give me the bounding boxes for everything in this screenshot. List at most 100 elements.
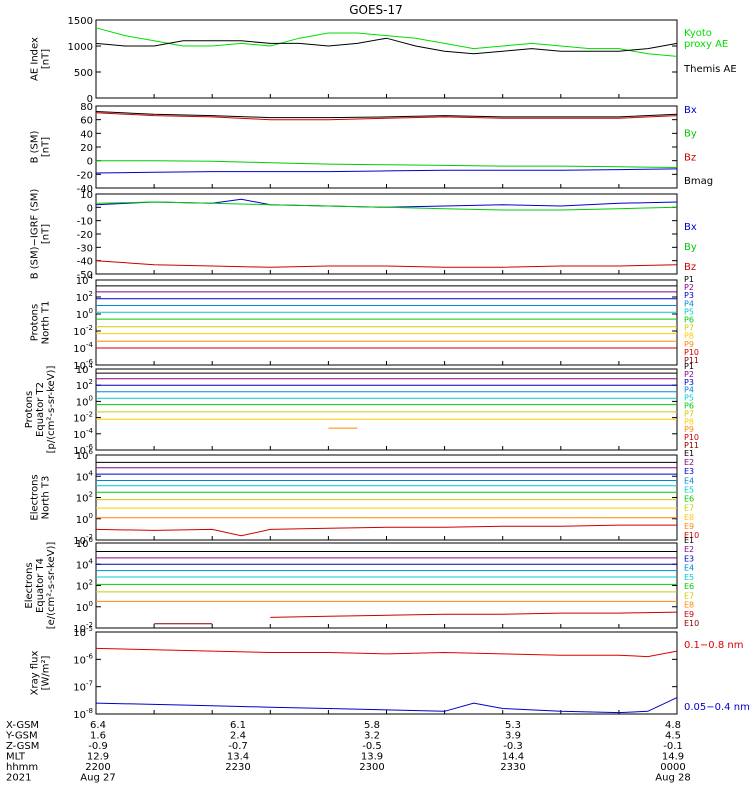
legend-line: E10: [684, 619, 699, 628]
footer-value: 2.4: [230, 731, 246, 742]
y-tick-exponent: -6: [86, 443, 94, 451]
footer-value: 13.4: [227, 752, 249, 763]
y-tick-label: -50: [77, 270, 93, 281]
legend-0-05-0-4-nm: 0.05−0.4 nm: [684, 702, 750, 713]
legend-p8: P8: [684, 332, 694, 341]
legend-line: Bz: [684, 152, 696, 163]
series-kyoto-proxy-ae-line: [95, 27, 678, 57]
y-tick-exponent: 4: [89, 362, 94, 370]
legend-line: E1: [684, 449, 694, 458]
legend-e5: E5: [684, 485, 694, 494]
legend-line: E9: [684, 522, 694, 531]
y-axis-label-line: Electrons: [24, 562, 35, 608]
legend-line: P10: [684, 433, 699, 442]
footer-value: 4.5: [665, 731, 681, 742]
y-tick-label: 10-2: [73, 411, 93, 425]
y-tick-exponent: -2: [86, 533, 93, 541]
y-axis-label-line: [nT]: [41, 49, 52, 69]
y-tick-exponent: 0: [89, 307, 93, 315]
y-tick-label: -40: [77, 184, 93, 195]
footer-value: 13.9: [361, 752, 383, 763]
legend-e9: E9: [684, 610, 694, 619]
y-tick-label: 80: [80, 102, 93, 113]
footer-value: 12.9: [87, 752, 109, 763]
y-tick-label: 1500: [68, 16, 93, 27]
footer-value: 3.2: [364, 731, 380, 742]
y-axis-label: ProtonsNorth T1: [30, 301, 52, 345]
panel-frame: [95, 368, 678, 451]
y-tick-exponent: 6: [89, 536, 94, 544]
y-axis-label-line: [nT]: [41, 224, 52, 244]
footer-row-label: Z-GSM: [6, 741, 39, 752]
y-tick-exponent: -8: [86, 707, 93, 715]
y-tick-label: -30: [77, 243, 93, 254]
page-title: GOES-17: [349, 3, 403, 17]
y-tick-exponent: 2: [89, 290, 93, 298]
y-tick-label: 0: [87, 203, 93, 214]
legend-p6: P6: [684, 402, 694, 411]
legend-p11: P11: [684, 441, 699, 450]
legend-e4: E4: [684, 564, 694, 573]
legend-line: Themis AE: [683, 64, 737, 75]
legend-p8: P8: [684, 417, 694, 426]
legend-line: E4: [684, 564, 694, 573]
y-tick-label: 10-5: [73, 625, 93, 639]
y-axis-label-line: Protons: [30, 304, 41, 341]
y-axis-label-line: [p/(cm²-s-sr-keV)]: [46, 366, 57, 454]
y-tick-label: 10-2: [73, 324, 93, 338]
legend-line: E7: [684, 504, 694, 513]
footer-value: 5.8: [364, 720, 380, 731]
y-tick-exponent: 4: [89, 557, 94, 565]
legend-bx: Bx: [684, 105, 697, 116]
y-tick-exponent: 0: [89, 512, 93, 520]
y-axis-label-line: Electrons: [30, 474, 41, 520]
y-axis-label-line: [nT]: [41, 137, 52, 157]
y-tick-label: 100: [76, 512, 93, 526]
footer-value: 4.8: [665, 720, 681, 731]
legend-line: P6: [684, 316, 694, 325]
series-by-line: [95, 201, 678, 211]
legend-p10: P10: [684, 348, 699, 357]
footer-value: 1.6: [90, 731, 106, 742]
legend-e9: E9: [684, 522, 694, 531]
y-axis-label-line: B (SM): [30, 130, 41, 163]
y-tick-label: 60: [80, 116, 93, 127]
legend-e10: E10: [684, 531, 699, 540]
legend-p1: P1: [684, 275, 694, 284]
footer-value: Aug 27: [80, 773, 115, 784]
legend-line: P3: [684, 378, 694, 387]
legend-line: E6: [684, 495, 694, 504]
legend-line: P11: [684, 441, 699, 450]
legend-line: Bmag: [684, 176, 713, 187]
legend-line: P8: [684, 417, 694, 426]
legend-themis-ae: Themis AE: [683, 64, 737, 75]
legend-line: E9: [684, 610, 694, 619]
legend-p11: P11: [684, 356, 699, 365]
y-axis-label-line: [e/(cm²-s-sr-keV)]: [46, 542, 57, 630]
y-tick-exponent: -6: [86, 358, 94, 366]
y-tick-exponent: 6: [89, 448, 94, 456]
y-axis-label: ElectronsEquator T4[e/(cm²-s-sr-keV)]: [24, 542, 57, 630]
footer-value: 14.4: [502, 752, 524, 763]
footer-value: 5.3: [505, 720, 521, 731]
legend-p4: P4: [684, 299, 694, 308]
legend-e4: E4: [684, 476, 694, 485]
footer-value: 14.9: [662, 752, 684, 763]
y-tick-label: 10-8: [73, 707, 93, 721]
legend-line: E8: [684, 513, 694, 522]
y-tick-label: 102: [76, 491, 93, 505]
legend-line: P5: [684, 394, 694, 403]
legend-line: P5: [684, 307, 694, 316]
legend-bz: Bz: [684, 262, 696, 273]
y-tick-label: 100: [76, 307, 93, 321]
legend-line: Bx: [684, 222, 697, 233]
y-tick-exponent: 0: [89, 600, 93, 608]
legend-kyoto-proxy-ae: Kyoto proxy AE: [684, 28, 728, 50]
footer-value: -0.1: [663, 741, 683, 752]
series-bx-line: [95, 198, 678, 208]
legend-line: Kyoto: [684, 28, 712, 39]
series-0-1-0-8-nm-line: [95, 647, 678, 658]
footer-value: 0000: [660, 762, 685, 773]
